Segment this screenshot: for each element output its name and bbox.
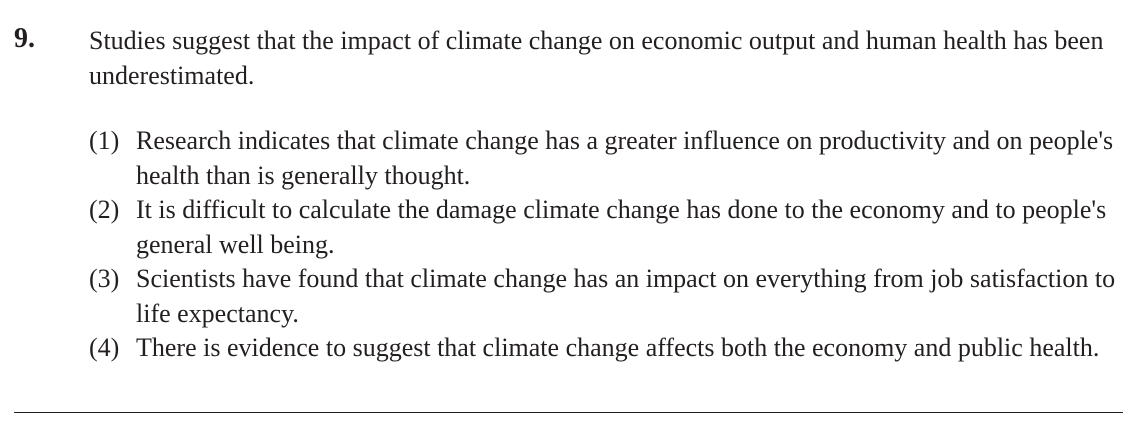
option-number: (1) — [89, 126, 120, 155]
answer-option-1[interactable]: (1) Research indicates that climate chan… — [89, 124, 1129, 193]
answer-option-4[interactable]: (4) There is evidence to suggest that cl… — [89, 331, 1129, 366]
answer-option-2[interactable]: (2) It is difficult to calculate the dam… — [89, 193, 1129, 262]
question-stem: Studies suggest that the impact of clima… — [89, 26, 1104, 90]
option-text: Research indicates that climate change h… — [136, 126, 1114, 190]
option-number: (2) — [89, 195, 120, 224]
answer-option-3[interactable]: (3) Scientists have found that climate c… — [89, 262, 1129, 331]
option-text: There is evidence to suggest that climat… — [136, 333, 1100, 362]
option-number: (3) — [89, 264, 120, 293]
question-number: 9. — [14, 23, 35, 54]
option-text: Scientists have found that climate chang… — [136, 264, 1116, 328]
option-number: (4) — [89, 333, 120, 362]
answer-options: (1) Research indicates that climate chan… — [89, 124, 1129, 366]
option-text: It is difficult to calculate the damage … — [136, 195, 1107, 259]
divider-line — [14, 412, 1123, 413]
